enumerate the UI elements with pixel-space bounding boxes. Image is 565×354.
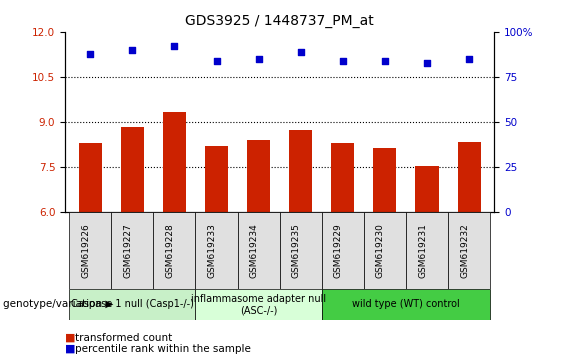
Bar: [111, 212, 153, 289]
Bar: [458, 142, 481, 212]
Bar: [280, 212, 322, 289]
Point: [86, 51, 95, 56]
Bar: [237, 212, 280, 289]
Point: [423, 60, 432, 65]
Point: [296, 49, 305, 55]
Text: GSM619232: GSM619232: [460, 223, 469, 278]
Bar: [322, 289, 490, 320]
Title: GDS3925 / 1448737_PM_at: GDS3925 / 1448737_PM_at: [185, 14, 374, 28]
Bar: [331, 143, 354, 212]
Text: GSM619227: GSM619227: [123, 223, 132, 278]
Bar: [373, 148, 397, 212]
Bar: [163, 112, 186, 212]
Text: GSM619231: GSM619231: [418, 223, 427, 278]
Point: [212, 58, 221, 64]
Bar: [69, 289, 195, 320]
Point: [128, 47, 137, 53]
Bar: [153, 212, 195, 289]
Bar: [205, 146, 228, 212]
Text: GSM619226: GSM619226: [81, 223, 90, 278]
Text: GSM619228: GSM619228: [166, 223, 175, 278]
Bar: [247, 140, 270, 212]
Text: percentile rank within the sample: percentile rank within the sample: [75, 344, 251, 354]
Bar: [322, 212, 364, 289]
Text: transformed count: transformed count: [75, 333, 172, 343]
Point: [464, 56, 473, 62]
Text: GSM619229: GSM619229: [334, 223, 343, 278]
Bar: [448, 212, 490, 289]
Text: Caspase 1 null (Casp1-/-): Caspase 1 null (Casp1-/-): [71, 299, 194, 309]
Bar: [69, 212, 111, 289]
Bar: [415, 166, 438, 212]
Bar: [364, 212, 406, 289]
Point: [170, 44, 179, 49]
Text: ■: ■: [65, 333, 76, 343]
Bar: [195, 289, 322, 320]
Text: GSM619235: GSM619235: [292, 223, 301, 278]
Text: GSM619233: GSM619233: [207, 223, 216, 278]
Text: wild type (WT) control: wild type (WT) control: [352, 299, 460, 309]
Point: [380, 58, 389, 64]
Bar: [289, 130, 312, 212]
Text: GSM619230: GSM619230: [376, 223, 385, 278]
Bar: [79, 143, 102, 212]
Text: GSM619234: GSM619234: [250, 223, 259, 278]
Bar: [195, 212, 237, 289]
Point: [338, 58, 347, 64]
Text: ■: ■: [65, 344, 76, 354]
Bar: [406, 212, 448, 289]
Text: inflammasome adapter null
(ASC-/-): inflammasome adapter null (ASC-/-): [191, 293, 326, 315]
Bar: [121, 127, 144, 212]
Text: genotype/variation ▶: genotype/variation ▶: [3, 299, 113, 309]
Point: [254, 56, 263, 62]
